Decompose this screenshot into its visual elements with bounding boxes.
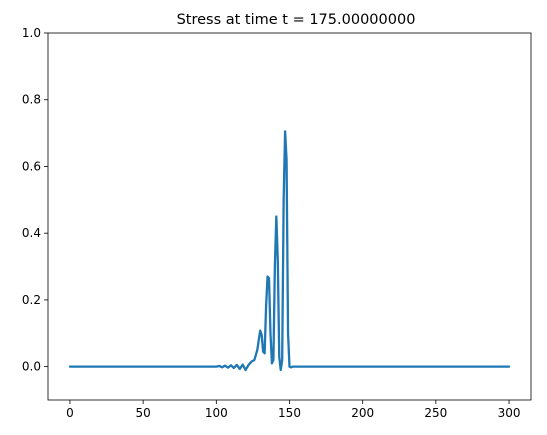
y-tick-label: 0.0	[22, 360, 41, 374]
x-tick-label: 0	[66, 406, 74, 420]
series-line-0	[68, 130, 511, 372]
x-tick-label: 100	[205, 406, 228, 420]
axes: 0 50 100 150 200 250 300 0.0 0.2 0.4 0.6 0.8 1.0	[22, 26, 532, 420]
x-tick-label: 200	[351, 406, 374, 420]
x-tick-label: 300	[498, 406, 521, 420]
y-tick-label: 0.4	[22, 226, 41, 240]
y-tick-label: 0.8	[22, 93, 41, 107]
y-tick-label: 0.6	[22, 159, 41, 173]
x-tick-label: 250	[424, 406, 447, 420]
x-tick-label: 50	[135, 406, 150, 420]
plot-area	[68, 130, 511, 372]
y-tick-label: 1.0	[22, 26, 41, 40]
chart-title: Stress at time t = 175.00000000	[177, 12, 416, 28]
x-tick-label: 150	[278, 406, 301, 420]
y-tick-label: 0.2	[22, 293, 41, 307]
